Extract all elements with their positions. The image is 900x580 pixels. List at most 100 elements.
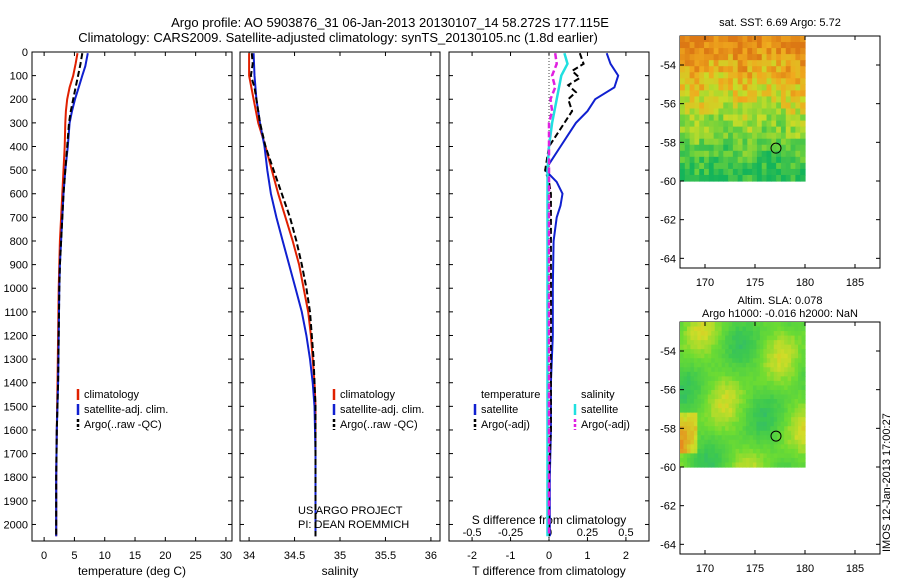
heatmap-cell bbox=[711, 412, 716, 418]
heatmap-cell bbox=[683, 417, 688, 423]
heatmap-cell bbox=[771, 114, 777, 122]
heatmap-cell bbox=[749, 349, 754, 355]
heatmap-cell bbox=[714, 408, 719, 414]
heatmap-cell bbox=[711, 399, 716, 405]
heatmap-cell bbox=[697, 344, 702, 350]
heatmap-cell bbox=[787, 457, 792, 464]
heatmap-cell bbox=[770, 444, 775, 450]
heatmap-cell bbox=[770, 362, 775, 368]
y-tick-label: -58 bbox=[660, 137, 676, 149]
heatmap-cell bbox=[745, 371, 751, 377]
heatmap-cell bbox=[777, 326, 782, 332]
heatmap-cell bbox=[798, 435, 803, 441]
heatmap-cell bbox=[713, 132, 720, 140]
heatmap-cell bbox=[680, 331, 685, 337]
heatmap-cell bbox=[713, 144, 720, 152]
heatmap-cell bbox=[784, 353, 789, 359]
heatmap-cell bbox=[704, 358, 709, 364]
x-tick-label: 30 bbox=[220, 550, 232, 562]
heatmap-cell bbox=[756, 66, 763, 73]
heatmap-cell bbox=[801, 426, 806, 432]
heatmap-cell bbox=[780, 60, 787, 67]
heatmap-cell bbox=[780, 367, 785, 373]
heatmap-cell bbox=[680, 150, 686, 158]
heatmap-cell bbox=[704, 435, 709, 441]
heatmap-cell bbox=[732, 168, 739, 176]
heatmap-cell bbox=[718, 120, 724, 128]
heatmap-cell bbox=[680, 412, 685, 418]
heatmap-cell bbox=[780, 335, 785, 341]
heatmap-cell bbox=[780, 435, 785, 441]
heatmap-cell bbox=[780, 371, 785, 377]
heatmap-cell bbox=[776, 54, 782, 61]
y-tick-label: -54 bbox=[660, 346, 676, 358]
heatmap-cell bbox=[723, 60, 729, 67]
heatmap-cell bbox=[713, 42, 720, 49]
heatmap-cell bbox=[785, 48, 792, 55]
heatmap-cell bbox=[693, 385, 698, 391]
heatmap-cell bbox=[761, 120, 768, 128]
heatmap-cell bbox=[756, 168, 763, 176]
map-title: Altim. SLA: 0.078 bbox=[738, 295, 823, 307]
heatmap-cell bbox=[704, 138, 710, 146]
heatmap-cell bbox=[749, 362, 754, 368]
x-top-tick-label: -0.5 bbox=[463, 527, 482, 539]
y-tick-label: 1100 bbox=[4, 307, 28, 319]
heatmap-cell bbox=[721, 462, 726, 468]
heatmap-cell bbox=[800, 144, 806, 152]
heatmap-cell bbox=[704, 380, 709, 387]
heatmap-cell bbox=[728, 48, 734, 55]
heatmap-cell bbox=[680, 421, 685, 427]
heatmap-cell bbox=[763, 367, 768, 373]
heatmap-cell bbox=[800, 174, 806, 182]
heatmap-cell bbox=[725, 376, 730, 382]
heatmap-cell bbox=[721, 448, 726, 455]
heatmap-cell bbox=[780, 376, 785, 382]
heatmap-cell bbox=[700, 457, 705, 464]
heatmap-cell bbox=[771, 60, 777, 67]
heatmap-cell bbox=[794, 362, 799, 368]
heatmap-cell bbox=[739, 399, 744, 405]
heatmap-cell bbox=[794, 340, 799, 346]
heatmap-cell bbox=[732, 78, 739, 85]
heatmap-cell bbox=[784, 331, 789, 337]
heatmap-cell bbox=[700, 385, 705, 391]
heatmap-cell bbox=[721, 421, 726, 427]
heatmap-cell bbox=[693, 426, 698, 432]
heatmap-cell bbox=[752, 66, 758, 73]
heatmap-cell bbox=[790, 102, 796, 110]
heatmap-cell bbox=[739, 417, 744, 423]
heatmap-cell bbox=[801, 340, 806, 346]
x-tick-label: 170 bbox=[696, 563, 714, 575]
heatmap-cell bbox=[735, 444, 740, 450]
heatmap-cell bbox=[777, 376, 782, 382]
heatmap-cell bbox=[721, 408, 726, 414]
heatmap-cell bbox=[700, 439, 705, 445]
heatmap-cell bbox=[714, 430, 719, 436]
heatmap-cell bbox=[704, 353, 709, 359]
heatmap-cell bbox=[707, 349, 712, 355]
heatmap-cell bbox=[794, 448, 799, 455]
heatmap-cell bbox=[759, 421, 764, 427]
heatmap-cell bbox=[784, 421, 789, 427]
heatmap-cell bbox=[718, 389, 723, 396]
heatmap-cell bbox=[693, 408, 698, 414]
heatmap-cell bbox=[704, 42, 710, 49]
heatmap-cell bbox=[761, 84, 768, 91]
x-tick-label: 185 bbox=[846, 563, 864, 575]
heatmap-cell bbox=[756, 403, 761, 409]
heatmap-cell bbox=[732, 108, 739, 116]
heatmap-cell bbox=[714, 435, 719, 441]
heatmap-cell bbox=[697, 426, 702, 432]
y-tick-label: 200 bbox=[10, 94, 28, 106]
heatmap-cell bbox=[684, 162, 691, 170]
heatmap-cell bbox=[763, 417, 768, 423]
heatmap-cell bbox=[756, 439, 761, 445]
heatmap-cell bbox=[756, 162, 763, 170]
heatmap-cell bbox=[728, 349, 733, 355]
heatmap-cell bbox=[780, 417, 785, 423]
heatmap-cell bbox=[777, 412, 782, 418]
heatmap-cell bbox=[749, 435, 754, 441]
heatmap-cell bbox=[771, 120, 777, 128]
heatmap-cell bbox=[680, 114, 686, 122]
